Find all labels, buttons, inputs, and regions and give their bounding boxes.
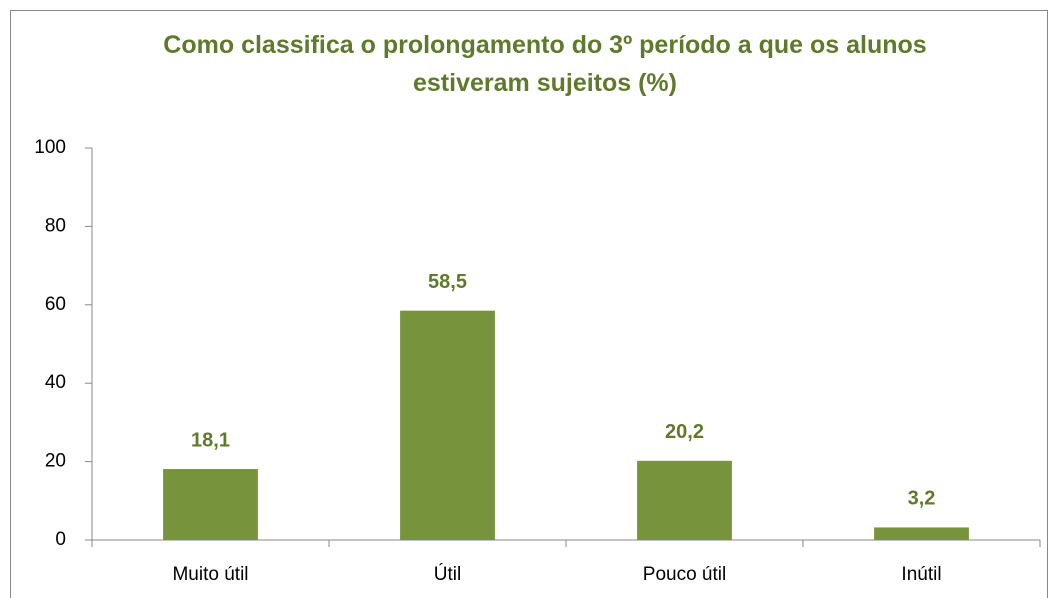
bar (400, 310, 495, 540)
value-label: 18,1 (191, 429, 230, 451)
value-label: 20,2 (665, 421, 704, 443)
y-tick-label: 60 (45, 294, 66, 315)
x-tick-label: Pouco útil (643, 564, 726, 585)
value-label: 3,2 (908, 488, 936, 510)
x-tick-label: Inútil (901, 564, 941, 585)
y-tick-label: 20 (45, 451, 66, 472)
bar (637, 460, 732, 540)
x-tick-label: Muito útil (172, 564, 248, 585)
bar (874, 527, 969, 540)
bar (163, 469, 258, 540)
chart-title: Como classifica o prolongamento do 3º pe… (163, 31, 927, 97)
x-tick-label: Útil (434, 563, 461, 585)
chart-border (10, 10, 1048, 598)
y-tick-label: 40 (45, 372, 66, 393)
y-tick-label: 80 (45, 215, 66, 236)
y-tick-label: 0 (55, 529, 66, 550)
y-tick-label: 100 (34, 137, 66, 158)
value-label: 58,5 (428, 271, 467, 293)
